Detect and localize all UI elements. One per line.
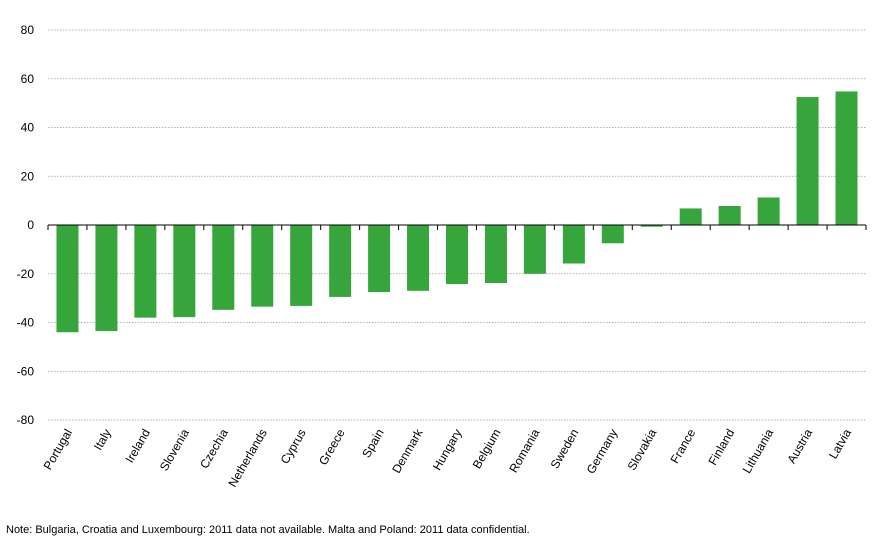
bar — [640, 225, 663, 227]
x-category-label: Netherlands — [225, 427, 269, 490]
bar — [56, 225, 79, 333]
y-tick-label: 60 — [21, 72, 35, 86]
x-category-label: Romania — [506, 426, 542, 475]
bar — [290, 225, 313, 306]
x-axis-category-labels: Portugal Italy Ireland Slovenia CzechiaNethe… — [41, 426, 855, 490]
x-category-label: Italy — [91, 427, 114, 453]
bar — [796, 97, 819, 225]
x-category-label: Ireland — [123, 427, 153, 466]
bar — [757, 197, 780, 225]
bar — [835, 91, 858, 225]
x-category-label: Czechia — [197, 426, 231, 471]
y-axis-tick-labels: 80 60 40 20 0 -20 -40 -60 -80 — [17, 23, 35, 427]
x-category-label: Austria — [784, 426, 815, 466]
x-category-label: Slovakia — [625, 426, 660, 473]
x-category-label: Finland — [705, 427, 737, 468]
y-tick-label: 80 — [21, 23, 35, 37]
chart-note: Note: Bulgaria, Croatia and Luxembourg: … — [6, 524, 530, 536]
x-category-label: Greece — [316, 426, 348, 467]
x-category-label: Lithuania — [740, 426, 777, 475]
x-axis — [47, 224, 867, 230]
y-tick-label: -60 — [17, 364, 35, 378]
x-category-label: Portugal — [41, 427, 75, 473]
x-category-label: Latvia — [826, 426, 854, 461]
bar — [601, 225, 624, 244]
y-tick-label: 20 — [21, 169, 35, 183]
x-category-label: Sweden — [548, 427, 582, 472]
x-category-label: Belgium — [470, 427, 504, 472]
y-tick-label: 40 — [21, 121, 35, 135]
x-category-label: Slovenia — [157, 426, 192, 473]
bar — [446, 225, 468, 284]
bar — [718, 205, 741, 225]
y-tick-label: -20 — [17, 267, 35, 281]
x-category-label: Spain — [359, 427, 386, 461]
x-category-label: Cyprus — [278, 427, 309, 467]
bar — [523, 225, 546, 274]
y-tick-label: -80 — [17, 413, 35, 427]
x-category-label: Germany — [584, 427, 621, 477]
x-category-label: Denmark — [389, 426, 426, 476]
bar — [329, 225, 352, 297]
bar — [484, 225, 507, 284]
bar — [368, 225, 391, 293]
y-tick-label: -40 — [17, 316, 35, 330]
bar — [407, 225, 430, 291]
x-category-label: France — [668, 426, 699, 466]
bar — [173, 225, 196, 318]
bar — [95, 225, 118, 332]
bar — [679, 208, 702, 225]
x-category-label: Hungary — [430, 427, 465, 473]
y-tick-label: 0 — [27, 218, 34, 232]
bar — [212, 225, 235, 310]
bar — [134, 225, 157, 318]
bars — [56, 91, 858, 333]
bar — [562, 225, 585, 264]
bar — [251, 225, 274, 307]
